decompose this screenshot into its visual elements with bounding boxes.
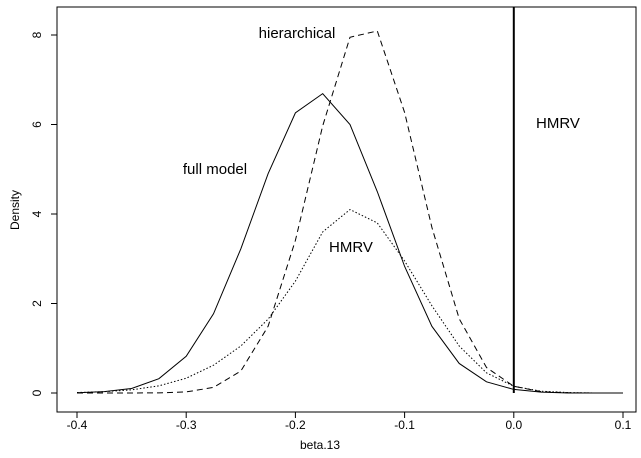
x-axis-label: beta.13: [300, 438, 340, 452]
x-tick-label: -0.4: [67, 418, 88, 432]
y-tick-label: 0: [30, 389, 44, 396]
annotation: HMRV: [536, 115, 580, 132]
x-tick-label: -0.3: [176, 418, 197, 432]
annotation: HMRV: [329, 239, 373, 256]
y-tick-label: 6: [30, 121, 44, 128]
x-tick-label: -0.1: [394, 418, 415, 432]
y-axis-label: Density: [8, 190, 22, 230]
series-line: [76, 92, 623, 394]
y-tick-label: 8: [30, 31, 44, 38]
x-tick-label: 0.1: [615, 418, 632, 432]
plot-frame: [56, 6, 637, 413]
y-tick-label: 2: [30, 300, 44, 307]
y-tick-label: 4: [30, 210, 44, 217]
series-line: [77, 30, 623, 394]
annotation: full model: [183, 161, 247, 178]
series-line: [76, 208, 623, 394]
x-tick-label: -0.2: [285, 418, 306, 432]
annotation: hierarchical: [259, 25, 336, 42]
x-tick-label: 0.0: [505, 418, 522, 432]
